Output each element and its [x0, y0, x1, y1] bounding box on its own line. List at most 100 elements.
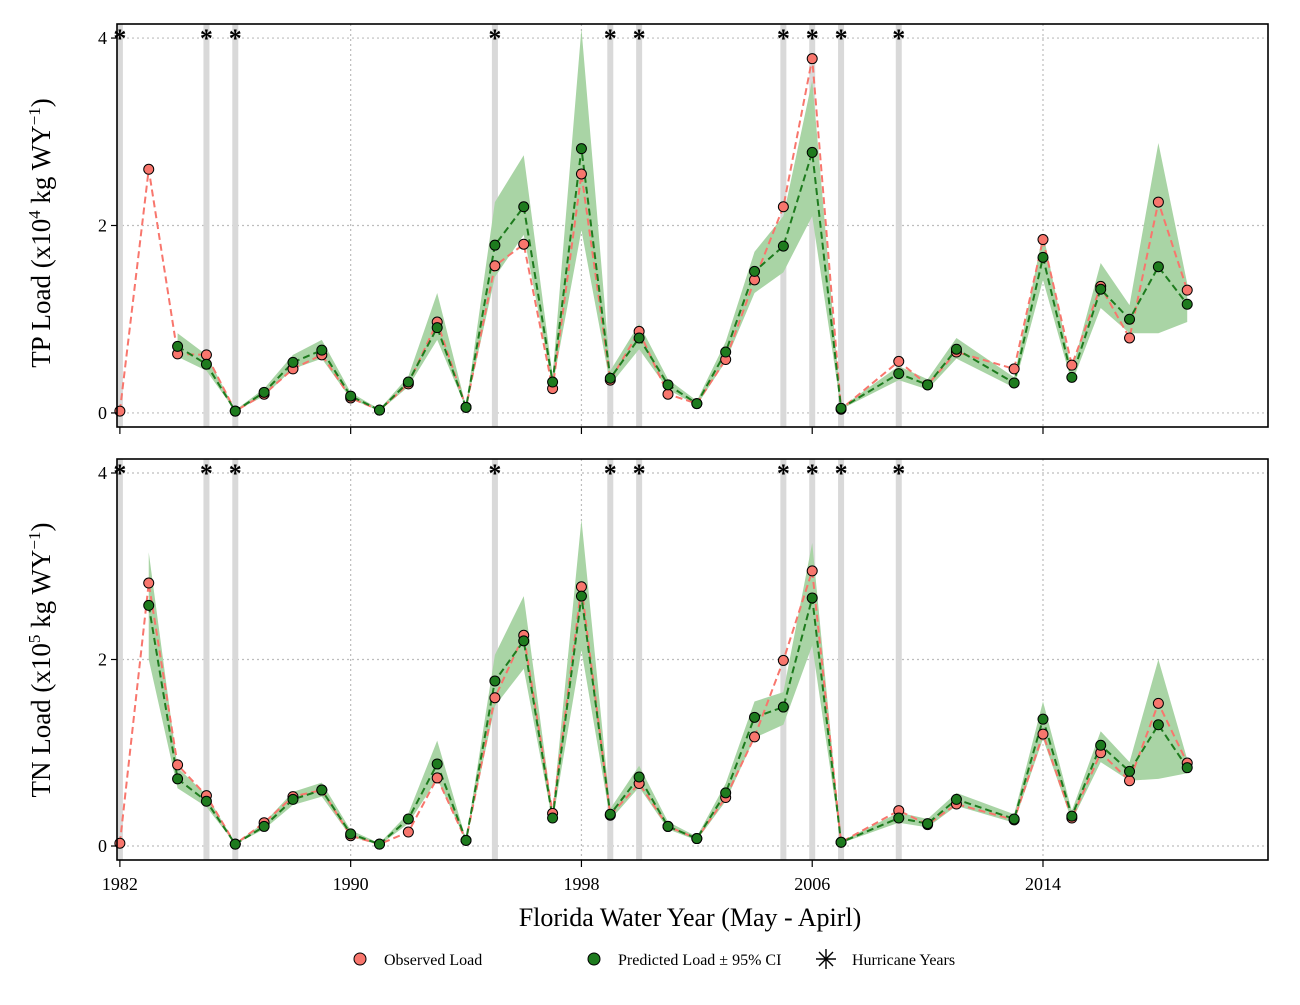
top-predicted-point [316, 344, 328, 356]
top-predicted-point [575, 143, 587, 155]
top-observed-point [806, 53, 818, 65]
top-observed-point [489, 260, 501, 272]
bottom-observed-point [1037, 728, 1049, 740]
bottom-hurricane-marker: * [777, 459, 790, 488]
top-predicted-point [345, 390, 357, 402]
bottom-predicted-point [922, 818, 934, 830]
top-predicted-point [431, 322, 443, 334]
top-hurricane-bar [809, 24, 816, 427]
top-predicted-point [460, 401, 472, 413]
top-predicted-point [720, 346, 732, 358]
top-hurricane-marker: * [777, 24, 790, 53]
bottom-predicted-point [518, 635, 530, 647]
top-observed-point [1066, 359, 1078, 371]
bottom-predicted-point [287, 793, 299, 805]
top-predicted-point [1037, 251, 1049, 263]
bottom-predicted-point [200, 795, 212, 807]
x-tick-label: 1990 [333, 874, 369, 894]
top-predicted-point [950, 343, 962, 355]
top-predicted-point [258, 386, 270, 398]
bottom-predicted-point [575, 590, 587, 602]
bottom-predicted-point [1037, 713, 1049, 725]
top-hurricane-marker: * [229, 24, 242, 53]
x-tick-label: 1982 [102, 874, 138, 894]
top-predicted-point [402, 376, 414, 388]
top-y-tick-label: 4 [98, 28, 107, 48]
bottom-hurricane-bar [203, 459, 210, 860]
top-observed-point [1037, 234, 1049, 246]
tn-ylabel: TN Load (x105 kg WY−1) [25, 522, 56, 797]
bottom-hurricane-marker: * [229, 459, 242, 488]
top-predicted-point [200, 358, 212, 370]
x-axis-title: Florida Water Year (May - Apirl) [519, 903, 862, 932]
top-observed-point [893, 355, 905, 367]
top-predicted-point [1095, 283, 1107, 295]
top-predicted-line [177, 148, 1189, 413]
top-y-tick-label: 2 [98, 216, 107, 236]
bottom-predicted-point [835, 836, 847, 848]
top-hurricane-marker: * [892, 24, 905, 53]
bottom-hurricane-marker: * [200, 459, 213, 488]
top-observed-point [777, 201, 789, 213]
bottom-observed-point [143, 577, 155, 589]
bottom-predicted-point [1095, 739, 1107, 751]
bottom-predicted-line [147, 595, 1189, 846]
bottom-observed-point [1124, 775, 1136, 787]
bottom-observed-point [489, 692, 501, 704]
top-predicted-point [893, 368, 905, 380]
bottom-predicted-point [1181, 762, 1193, 774]
top-predicted-point [1066, 371, 1078, 383]
bottom-predicted-point [950, 793, 962, 805]
bottom-y-tick-label: 4 [98, 463, 107, 483]
bottom-hurricane-marker: * [633, 459, 646, 488]
top-predicted-point [922, 379, 934, 391]
top-predicted-point [1181, 298, 1193, 310]
bottom-observed-point [172, 759, 184, 771]
bottom-predicted-point [316, 784, 328, 796]
top-predicted-point [633, 332, 645, 344]
top-predicted-point [835, 402, 847, 414]
top-ci-band [177, 28, 1188, 412]
top-predicted-point [604, 372, 616, 384]
bottom-hurricane-bar [838, 459, 845, 860]
bottom-predicted-point [691, 833, 703, 845]
bottom-predicted-point [374, 838, 386, 850]
bottom-hurricane-bar [809, 459, 816, 860]
top-predicted-point [547, 376, 559, 388]
top-hurricane-bar [232, 24, 239, 427]
bottom-predicted-point [1152, 719, 1164, 731]
bottom-hurricane-bar [636, 459, 643, 860]
tp-ylabel: TP Load (x104 kg WY−1) [25, 98, 56, 368]
legend-predicted-marker [587, 952, 601, 966]
top-observed-point [518, 238, 530, 250]
bottom-observed-point [777, 654, 789, 666]
top-predicted-point [662, 379, 674, 391]
top-predicted-point [1124, 313, 1136, 325]
top-predicted-point [1152, 261, 1164, 273]
bottom-predicted-point [258, 820, 270, 832]
bottom-hurricane-marker: * [604, 459, 617, 488]
bottom-predicted-point [547, 812, 559, 824]
bottom-predicted-point [489, 675, 501, 687]
x-tick-label: 2014 [1025, 874, 1061, 894]
bottom-predicted-point [662, 820, 674, 832]
bottom-observed-point [575, 581, 587, 593]
bottom-observed-point [431, 772, 443, 784]
top-hurricane-marker: * [633, 24, 646, 53]
top-observed-point [1181, 284, 1193, 296]
legend-predicted-label: Predicted Load ± 95% CI [618, 952, 781, 969]
top-predicted-point [691, 398, 703, 410]
bottom-observed-point [402, 826, 414, 838]
legend-observed-marker [353, 952, 367, 966]
top-hurricane-marker: * [806, 24, 819, 53]
top-predicted-point [374, 404, 386, 416]
bottom-predicted-point [604, 808, 616, 820]
top-observed-point [1124, 332, 1136, 344]
top-observed-point [143, 163, 155, 175]
top-hurricane-bar [895, 24, 902, 427]
bottom-predicted-point [1066, 810, 1078, 822]
top-observed-point [1008, 363, 1020, 375]
top-predicted-point [777, 240, 789, 252]
